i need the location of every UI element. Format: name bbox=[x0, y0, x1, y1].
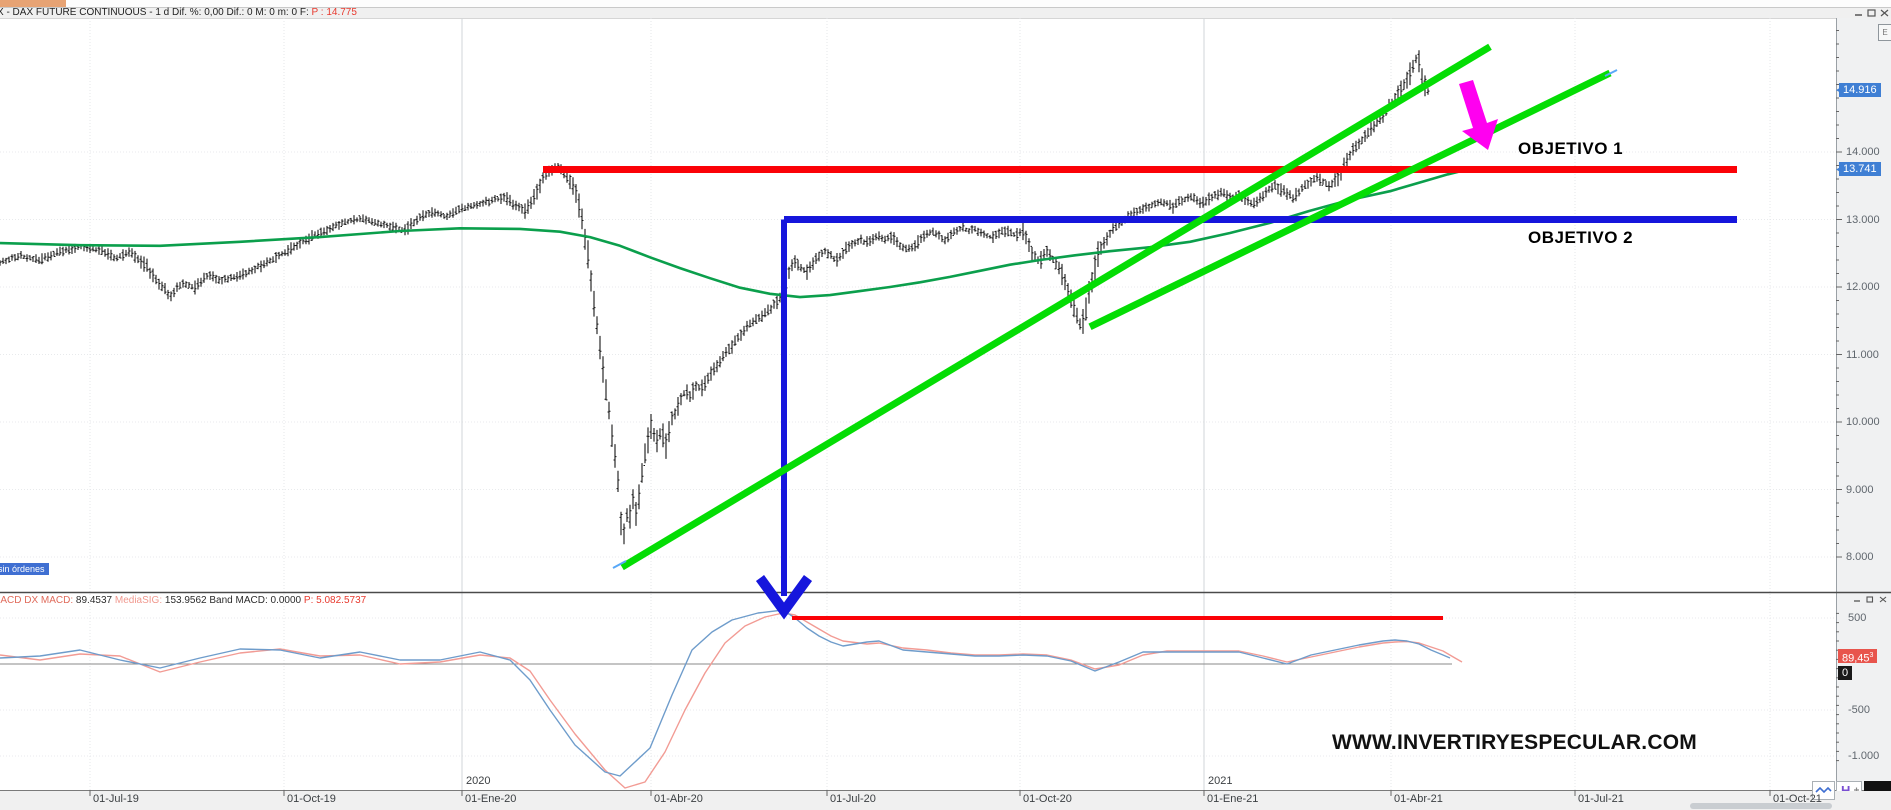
year-label: 2021 bbox=[1208, 775, 1233, 787]
symbol-title: X - DAX FUTURE CONTINUOUS - 1 d Dif. %: … bbox=[0, 7, 309, 18]
price-badge: 13.741 bbox=[1839, 162, 1881, 177]
date-axis-label: 01-Ene-20 bbox=[465, 793, 517, 805]
axis-properties-icon[interactable]: E bbox=[1878, 24, 1891, 41]
close-icon[interactable] bbox=[1880, 9, 1889, 17]
maximize-icon[interactable] bbox=[1866, 596, 1875, 604]
price-badge: 14.916 bbox=[1839, 83, 1881, 98]
tab-strip bbox=[0, 0, 1891, 8]
last-price-text: P : 14.775 bbox=[311, 7, 357, 18]
svg-text:H: H bbox=[1841, 783, 1850, 798]
mediasig-label: MediaSIG: bbox=[114, 595, 163, 606]
macd-badge: 0 bbox=[1838, 666, 1853, 680]
date-axis-label: 01-Jul-19 bbox=[93, 793, 139, 805]
date-axis-label: 01-Abr-20 bbox=[654, 793, 703, 805]
date-axis-label: 01-Oct-21 bbox=[1773, 793, 1822, 805]
date-axis-label: 01-Jul-20 bbox=[830, 793, 876, 805]
macd-indicator-header: MACD DX MACD: 89.4537 MediaSIG: 153.9562… bbox=[0, 595, 366, 606]
macd-badge: 89,453 bbox=[1838, 648, 1878, 664]
band-value: 0.0000 bbox=[270, 595, 302, 606]
macd-name: MACD DX bbox=[0, 595, 39, 606]
no-orders-badge: sin órdenes bbox=[0, 563, 49, 575]
axis-corner bbox=[1836, 791, 1891, 810]
band-label: Band MACD: bbox=[209, 595, 268, 606]
date-axis-label: 01-Jul-21 bbox=[1578, 793, 1624, 805]
date-axis-label: 01-Ene-21 bbox=[1207, 793, 1259, 805]
close-icon[interactable] bbox=[1879, 596, 1888, 604]
horizontal-scrollbar-thumb[interactable] bbox=[1690, 803, 1832, 809]
date-axis-label: 01-Oct-20 bbox=[1023, 793, 1072, 805]
date-axis-pane[interactable] bbox=[0, 790, 1891, 810]
minimize-icon[interactable] bbox=[1854, 9, 1863, 17]
indicator-wave-button[interactable] bbox=[1812, 781, 1835, 800]
price-axis-label: 14.000 bbox=[1846, 146, 1880, 158]
p-value: 5.082.5737 bbox=[316, 595, 367, 606]
watermark-text: WWW.INVERTIRYESPECULAR.COM bbox=[1332, 731, 1697, 754]
date-axis-label: 01-Abr-21 bbox=[1394, 793, 1443, 805]
price-axis-label: 9.000 bbox=[1846, 483, 1874, 496]
chart-document-tab[interactable] bbox=[0, 0, 66, 7]
macd-value: 89.4537 bbox=[75, 595, 113, 606]
price-axis-label: 13.000 bbox=[1846, 213, 1880, 226]
price-axis-label: 12.000 bbox=[1846, 281, 1880, 293]
mediasig-value: 153.9562 bbox=[164, 595, 207, 606]
objetivo-2-label: OBJETIVO 2 bbox=[1528, 228, 1634, 247]
maximize-icon[interactable] bbox=[1867, 9, 1876, 17]
price-axis-label: 11.000 bbox=[1846, 348, 1879, 361]
macd-axis-label: -500 bbox=[1848, 704, 1871, 716]
chart-title-bar bbox=[0, 8, 1891, 19]
macd-label: MACD: bbox=[40, 595, 74, 606]
wave-icon bbox=[1815, 786, 1832, 794]
minimize-icon[interactable] bbox=[1853, 596, 1862, 604]
price-axis-label: 8.000 bbox=[1846, 551, 1874, 563]
p-label: P: bbox=[303, 595, 314, 606]
window-controls bbox=[1854, 9, 1889, 17]
date-axis-label: 01-Oct-19 bbox=[287, 793, 336, 805]
macd-axis-label: 500 bbox=[1848, 612, 1867, 624]
objetivo-1-label: OBJETIVO 1 bbox=[1518, 139, 1624, 158]
macd-window-controls bbox=[1853, 596, 1888, 604]
macd-axis-label: -1.000 bbox=[1848, 750, 1880, 762]
price-axis-label: 10.000 bbox=[1846, 416, 1880, 428]
chart-title: X - DAX FUTURE CONTINUOUS - 1 d Dif. %: … bbox=[0, 8, 357, 18]
year-label: 2020 bbox=[466, 775, 491, 787]
